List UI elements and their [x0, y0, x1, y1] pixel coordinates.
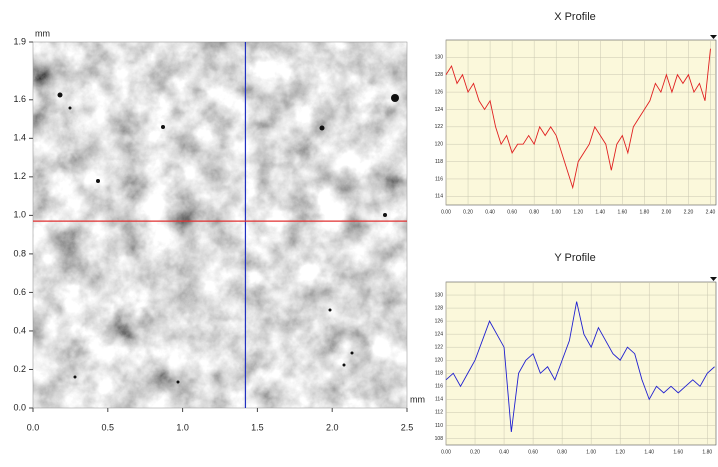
- y-tick-label: 120: [435, 358, 444, 364]
- y-tick-label: 118: [435, 159, 443, 165]
- y-tick-label: 130: [435, 55, 444, 61]
- y-tick-label: 1.0: [13, 210, 26, 220]
- surface-pit: [319, 125, 325, 131]
- plot-area: [445, 39, 717, 206]
- x-tick-label: 2.40: [706, 209, 716, 215]
- x-tick-label: 0.20: [470, 449, 480, 455]
- surface-pit: [161, 125, 165, 129]
- y-tick-label: 0.4: [13, 325, 26, 335]
- x-tick-label: 1.60: [673, 449, 683, 455]
- profile-line: [445, 301, 715, 433]
- x-tick-label: 0.5: [102, 422, 115, 432]
- x-tick-label: 0.00: [441, 209, 451, 215]
- image-frame: [32, 41, 408, 409]
- x-tick-label: 0.60: [507, 209, 517, 215]
- x-tick-label: 1.80: [640, 209, 650, 215]
- x-tick-label: 1.00: [586, 449, 596, 455]
- surface-pit: [328, 308, 332, 312]
- y-tick-label: 116: [435, 384, 443, 390]
- surface-pit: [57, 92, 63, 98]
- x-tick-label: 2.00: [662, 209, 672, 215]
- profile-line: [445, 48, 711, 190]
- surface-pit: [342, 363, 346, 367]
- y-tick-label: 112: [435, 410, 443, 416]
- y-tick-label: 1.4: [13, 133, 26, 143]
- x-tick-label: 2.0: [326, 422, 339, 432]
- y-tick-label: 130: [435, 292, 444, 298]
- surface-pit: [96, 179, 100, 183]
- y-tick-label: 110: [435, 423, 443, 429]
- x-tick-label: 0.40: [499, 449, 509, 455]
- surface-pit: [350, 351, 354, 355]
- y-tick-label: 114: [435, 194, 443, 200]
- surface-pit: [68, 106, 72, 110]
- profile-title: Y Profile: [554, 252, 595, 264]
- plot-area: [445, 281, 717, 446]
- x-tick-label: 1.80: [702, 449, 712, 455]
- end-marker: [710, 35, 717, 39]
- y-tick-label: 120: [435, 142, 444, 148]
- y-tick-label: 118: [435, 371, 443, 377]
- y-tick-label: 128: [435, 72, 444, 78]
- x-tick-label: 0.60: [528, 449, 538, 455]
- y-tick-label: 122: [435, 124, 444, 130]
- y-tick-label: 0.2: [13, 364, 26, 374]
- y-tick-label: 0.6: [13, 287, 26, 297]
- x-tick-label: 1.40: [644, 449, 654, 455]
- y-tick-label: 122: [435, 345, 444, 351]
- y-tick-label: 1.6: [13, 94, 26, 104]
- x-tick-label: 2.20: [684, 209, 694, 215]
- y-tick-label: 128: [435, 305, 444, 311]
- surface-pit: [391, 94, 399, 102]
- surface-pit: [176, 380, 180, 384]
- surface-pit: [73, 375, 77, 379]
- y-tick-label: 0.8: [13, 248, 26, 258]
- y-unit: mm: [35, 28, 50, 38]
- x-unit: mm: [410, 394, 425, 404]
- y-tick-label: 124: [435, 331, 444, 337]
- y-tick-label: 114: [435, 397, 443, 403]
- x-tick-label: 0.20: [463, 209, 473, 215]
- x-tick-label: 0.40: [485, 209, 495, 215]
- x-tick-label: 0.80: [557, 449, 567, 455]
- x-tick-label: 1.20: [573, 209, 583, 215]
- y-tick-label: 124: [435, 107, 444, 113]
- surface-pit: [383, 213, 387, 217]
- y-tick-label: 0.0: [13, 402, 26, 412]
- x-tick-label: 1.00: [551, 209, 561, 215]
- y-tick-label: 126: [435, 318, 444, 324]
- y-tick-label: 1.9: [13, 36, 26, 46]
- x-tick-label: 2.5: [401, 422, 414, 432]
- y-tick-label: 1.2: [13, 171, 26, 181]
- surface-image: [33, 42, 407, 408]
- profile-title: X Profile: [554, 11, 596, 23]
- x-tick-label: 1.20: [615, 449, 625, 455]
- x-tick-label: 0.00: [441, 449, 451, 455]
- y-tick-label: 126: [435, 89, 444, 95]
- x-tick-label: 1.60: [617, 209, 627, 215]
- x-tick-label: 1.0: [176, 422, 189, 432]
- x-tick-label: 0.0: [27, 422, 40, 432]
- x-tick-label: 1.5: [251, 422, 264, 432]
- y-tick-label: 116: [435, 176, 443, 182]
- x-tick-label: 0.80: [529, 209, 539, 215]
- y-tick-label: 108: [435, 436, 444, 442]
- x-tick-label: 1.40: [595, 209, 605, 215]
- end-marker: [710, 277, 717, 281]
